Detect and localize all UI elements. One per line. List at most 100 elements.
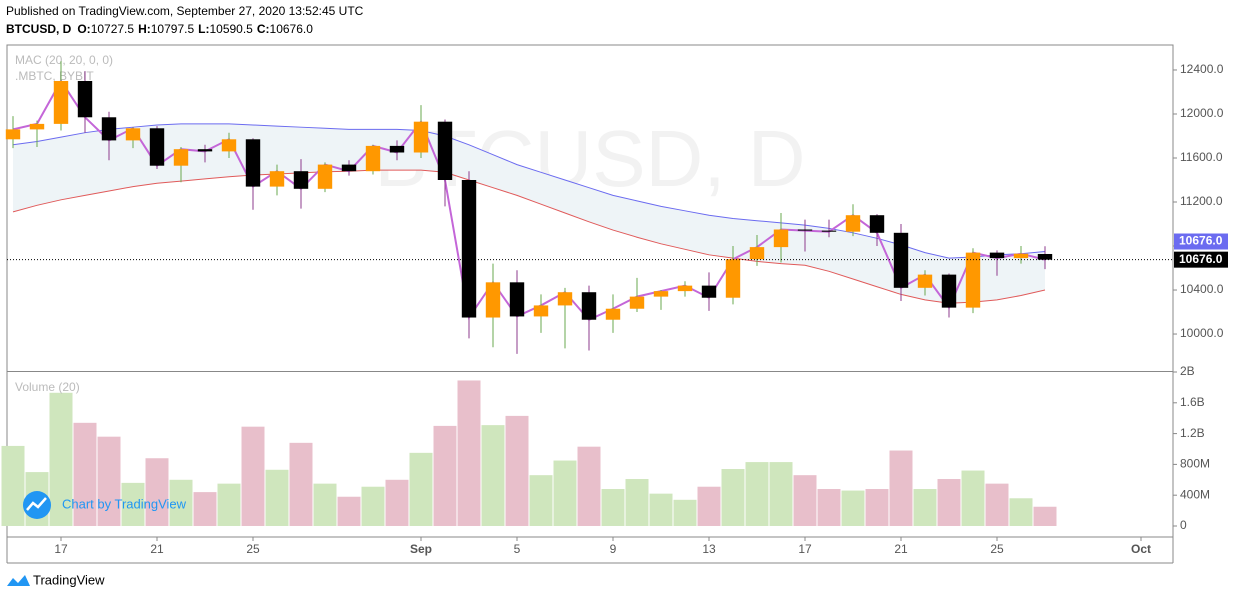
candle-body — [821, 230, 837, 232]
volume-bar — [721, 469, 745, 526]
volume-bar — [265, 469, 289, 526]
candle-body — [941, 274, 957, 308]
x-tick-label: 21 — [894, 542, 908, 556]
ohlc-key: C: — [257, 22, 270, 36]
volume-bar — [313, 483, 337, 526]
x-tick-label: 5 — [514, 542, 521, 556]
volume-bar — [73, 422, 97, 526]
volume-bar — [577, 446, 601, 526]
candle-body — [509, 282, 525, 317]
y-tick-label: 800M — [1180, 457, 1210, 471]
volume-bar — [625, 479, 649, 526]
candle-body — [149, 128, 165, 166]
candle-body — [221, 139, 237, 152]
candle-body — [845, 215, 861, 232]
candle-body — [701, 285, 717, 298]
indicator-label: MAC (20, 20, 0, 0) — [15, 53, 113, 67]
candle-body — [557, 292, 573, 306]
x-tick-label: 25 — [246, 542, 260, 556]
band-fill — [13, 123, 1045, 304]
volume-bar — [937, 479, 961, 526]
candle-body — [533, 305, 549, 317]
volume-bar — [385, 479, 409, 526]
y-tick-label: 10000.0 — [1180, 326, 1224, 340]
volume-bar — [97, 436, 121, 526]
volume-bar — [337, 496, 361, 526]
volume-bar — [913, 489, 937, 526]
candle-body — [365, 145, 381, 172]
candle-body — [437, 121, 453, 180]
candle-body — [389, 145, 405, 153]
volume-bar — [121, 482, 145, 526]
volume-bar — [817, 489, 841, 526]
band-line — [12, 169, 1046, 304]
candle-body — [869, 215, 885, 233]
candle-body — [485, 282, 501, 318]
candle-body — [581, 292, 597, 320]
candle-body — [197, 149, 213, 152]
y-tick-label: 1.2B — [1180, 426, 1205, 440]
y-tick-label: 11200.0 — [1180, 194, 1223, 208]
footer-brand: TradingView — [33, 572, 105, 587]
candle-body — [5, 129, 21, 140]
y-tick-label: 1.6B — [1180, 395, 1205, 409]
candle-body — [269, 171, 285, 187]
volume-bar — [361, 486, 385, 526]
candle-body — [725, 259, 741, 298]
last-price-label: 10676.0 — [1179, 252, 1223, 266]
volume-bar — [985, 483, 1009, 526]
candle-body — [1013, 253, 1029, 259]
candle-body — [77, 80, 93, 118]
y-tick-label: 0 — [1180, 518, 1187, 532]
ohlc-value: 10797.5 — [151, 22, 195, 36]
candle-body — [29, 123, 45, 130]
candle-body — [245, 139, 261, 187]
candle-body — [413, 121, 429, 153]
y-tick-label: 12000.0 — [1180, 106, 1224, 120]
candle-body — [101, 117, 117, 141]
candle-body — [677, 285, 693, 292]
x-tick-label: 17 — [54, 542, 68, 556]
volume-bar — [841, 490, 865, 526]
candle-body — [1037, 253, 1053, 260]
y-tick-label: 12400.0 — [1180, 62, 1224, 76]
y-tick-label: 10400.0 — [1180, 282, 1224, 296]
volume-bar — [505, 415, 529, 526]
candle-body — [293, 171, 309, 189]
volume-bar — [697, 486, 721, 526]
volume-bar — [649, 493, 673, 526]
volume-bar — [1, 445, 25, 526]
volume-bar — [409, 452, 433, 526]
volume-bar — [1033, 506, 1057, 526]
candle-body — [773, 229, 789, 248]
ohlc-value: 10590.5 — [209, 22, 253, 36]
volume-bar — [457, 380, 481, 526]
y-tick-label: 400M — [1180, 487, 1210, 501]
candle-body — [461, 179, 477, 318]
volume-bar — [793, 475, 817, 526]
candle-body — [965, 252, 981, 308]
published: Published on TradingView.com, September … — [6, 4, 364, 18]
volume-bar — [169, 479, 193, 526]
volume-bar — [601, 489, 625, 526]
price-label: 10676.0 — [1179, 234, 1223, 248]
ohlc-value: 10727.5 — [91, 22, 135, 36]
candle-body — [989, 252, 1005, 259]
y-tick-label: 2B — [1180, 364, 1195, 378]
volume-bar — [217, 483, 241, 526]
volume-bar — [145, 458, 169, 526]
candle-body — [629, 296, 645, 309]
volume-bar — [865, 489, 889, 526]
candle-body — [53, 80, 69, 124]
x-tick-label: 9 — [610, 542, 617, 556]
volume-bar — [1009, 498, 1033, 526]
ohlc-key: L: — [198, 22, 209, 36]
candle-body — [893, 232, 909, 288]
candle-body — [125, 128, 141, 141]
candle-body — [605, 308, 621, 320]
chart-by: Chart by TradingView — [62, 496, 187, 511]
x-tick-label: Sep — [410, 542, 432, 556]
volume-bar — [529, 475, 553, 526]
